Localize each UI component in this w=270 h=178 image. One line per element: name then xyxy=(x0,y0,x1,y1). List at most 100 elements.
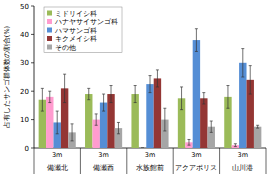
y-label: 占有したサンゴ群体数の割合(%) xyxy=(3,26,11,128)
y-tick xyxy=(31,6,34,7)
legend-swatch xyxy=(47,28,52,33)
error-line xyxy=(150,76,151,93)
error-cap xyxy=(48,102,51,103)
error-line xyxy=(96,114,97,125)
error-cap xyxy=(63,74,66,75)
error-bar xyxy=(210,121,213,132)
error-cap xyxy=(226,85,229,86)
y-tick-label: 10 xyxy=(20,116,29,124)
group-divider xyxy=(173,148,174,174)
y-tick-label: 0 xyxy=(25,145,29,153)
error-bar xyxy=(63,74,66,102)
error-bar xyxy=(234,144,237,147)
error-cap xyxy=(63,102,66,103)
y-tick-label: 50 xyxy=(20,3,29,11)
error-cap xyxy=(102,94,105,95)
y-tick xyxy=(31,119,34,120)
error-cap xyxy=(187,145,190,146)
error-cap xyxy=(134,102,137,103)
error-line xyxy=(118,122,119,133)
x-tick-label: 備瀬北 xyxy=(47,164,68,172)
error-bar xyxy=(163,108,166,131)
bar xyxy=(46,97,53,148)
y-tick xyxy=(31,148,34,149)
bars xyxy=(39,29,262,148)
error-cap xyxy=(195,51,198,52)
error-line xyxy=(103,94,104,111)
error-line xyxy=(49,91,50,102)
group-divider xyxy=(126,148,127,174)
error-line xyxy=(250,66,251,94)
group-divider xyxy=(80,148,81,174)
error-cap xyxy=(187,139,190,140)
y-tick-label: 30 xyxy=(20,59,29,67)
bar xyxy=(146,84,153,148)
group-divider xyxy=(266,148,267,174)
error-line xyxy=(164,108,165,131)
error-cap xyxy=(249,65,252,66)
error-bar xyxy=(117,122,120,133)
error-cap xyxy=(163,108,166,109)
legend-swatch xyxy=(47,36,52,41)
error-cap xyxy=(110,102,113,103)
error-bar xyxy=(241,49,244,77)
error-cap xyxy=(241,77,244,78)
error-cap xyxy=(249,94,252,95)
error-line xyxy=(242,49,243,77)
error-line xyxy=(196,29,197,52)
error-cap xyxy=(241,48,244,49)
legend: ミドリイシ科ハナヤサイサンゴ科ハマサンゴ科キクメイシ科その他 xyxy=(44,7,122,53)
error-cap xyxy=(141,148,144,149)
error-line xyxy=(88,88,89,99)
error-bar xyxy=(156,70,159,87)
depth-label: 3m xyxy=(191,151,201,159)
y-tick xyxy=(31,91,34,92)
error-cap xyxy=(180,86,183,87)
error-cap xyxy=(149,75,152,76)
error-cap xyxy=(71,140,74,141)
error-line xyxy=(111,86,112,103)
error-cap xyxy=(134,85,137,86)
error-cap xyxy=(163,130,166,131)
legend-label: その他 xyxy=(55,44,76,52)
x-tick-label: 水族館前 xyxy=(136,164,164,172)
bar xyxy=(85,94,92,148)
bar xyxy=(193,40,200,148)
error-cap xyxy=(117,122,120,123)
error-cap xyxy=(95,113,98,114)
error-cap xyxy=(102,111,105,112)
error-cap xyxy=(256,128,259,129)
error-bar xyxy=(149,76,152,93)
error-bar xyxy=(41,88,44,111)
error-cap xyxy=(110,85,113,86)
error-cap xyxy=(71,123,74,124)
error-bar xyxy=(134,86,137,103)
error-bar xyxy=(187,139,190,145)
error-bar xyxy=(226,86,229,109)
error-cap xyxy=(141,148,144,149)
error-bar xyxy=(141,148,144,149)
x-tick-label: アクアポリス xyxy=(175,164,217,172)
error-line xyxy=(72,124,73,141)
legend-label: キクメイシ科 xyxy=(55,35,97,43)
y-tick-label: 40 xyxy=(20,31,29,39)
error-line xyxy=(157,70,158,87)
error-bar xyxy=(71,124,74,141)
error-bar xyxy=(180,87,183,110)
error-cap xyxy=(234,146,237,147)
error-line xyxy=(188,139,189,145)
depth-label: 3m xyxy=(52,151,62,159)
error-cap xyxy=(41,88,44,89)
error-line xyxy=(203,93,204,104)
depth-label: 3m xyxy=(145,151,155,159)
error-cap xyxy=(87,99,90,100)
error-bar xyxy=(202,93,205,104)
chart: 占有したサンゴ群体数の割合(%)010203040503m備瀬北3m備瀬西3m水… xyxy=(0,0,270,178)
x-tick-label: 山川港 xyxy=(232,164,253,172)
error-line xyxy=(42,88,43,111)
bar xyxy=(254,127,261,148)
error-bar xyxy=(256,125,259,128)
error-cap xyxy=(226,108,229,109)
legend-label: ハマサンゴ科 xyxy=(54,27,97,35)
error-line xyxy=(181,87,182,110)
